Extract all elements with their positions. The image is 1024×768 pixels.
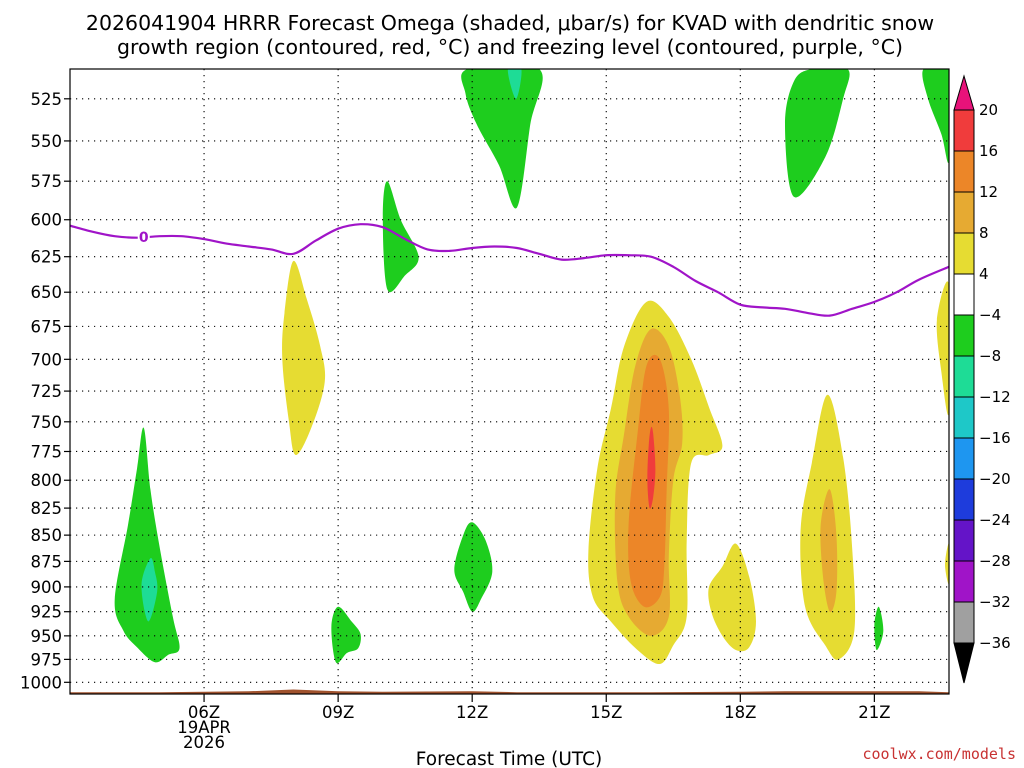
omega-region-10 — [282, 260, 326, 456]
colorbar-bin-10 — [954, 479, 974, 520]
x-axis-title: Forecast Time (UTC) — [416, 749, 602, 768]
colorbar-label-13: −36 — [979, 634, 1011, 652]
terrain-fill — [70, 689, 949, 694]
omega-shaded-layer — [114, 69, 949, 665]
freezing-level-label-bg — [137, 228, 150, 245]
colorbar-label-4: 4 — [979, 265, 989, 283]
colorbar-label-12: −32 — [979, 593, 1011, 611]
x-tick-label-6-line-0: 06Z — [188, 703, 220, 722]
terrain-layer — [70, 689, 949, 694]
y-tick-label-750: 750 — [31, 413, 63, 432]
colorbar-label-6: −8 — [979, 347, 1001, 365]
colorbar-label-3: 8 — [979, 224, 989, 242]
x-tick-label-18-line-0: 18Z — [724, 703, 756, 722]
colorbar-label-10: −24 — [979, 511, 1011, 529]
y-tick-label-625: 625 — [31, 248, 63, 267]
y-tick-label-850: 850 — [31, 526, 63, 545]
y-tick-label-525: 525 — [31, 90, 63, 109]
colorbar-bin-5 — [954, 274, 974, 315]
omega-region-7 — [785, 69, 850, 198]
colorbar-bin-7 — [954, 356, 974, 397]
omega-region-17 — [820, 489, 838, 613]
x-tick-label-6-line-1: 19APR — [177, 718, 231, 737]
y-tick-label-675: 675 — [31, 317, 63, 336]
y-tick-label-1000: 1000 — [20, 673, 62, 692]
y-tick-label-950: 950 — [31, 627, 63, 646]
colorbar-label-9: −20 — [979, 470, 1011, 488]
site-credit: coolwx.com/models — [862, 745, 1016, 763]
colorbar-label-0: 20 — [979, 101, 998, 119]
omega-region-18 — [936, 281, 949, 416]
omega-region-19 — [945, 543, 949, 585]
colorbar-bin-8 — [954, 397, 974, 438]
omega-region-5 — [461, 69, 543, 209]
x-tick-label-15-line-0: 15Z — [590, 703, 622, 722]
colorbar-label-8: −16 — [979, 429, 1011, 447]
colorbar-bin-3 — [954, 192, 974, 233]
plot-area: 0 — [69, 68, 950, 695]
y-tick-label-550: 550 — [31, 132, 63, 151]
y-tick-label-600: 600 — [31, 211, 63, 230]
freezing-level-layer: 0 — [70, 223, 949, 317]
freezing-level-label: 0 — [139, 230, 149, 246]
colorbar-label-5: −4 — [979, 306, 1001, 324]
x-tick-label-12-line-0: 12Z — [456, 703, 488, 722]
colorbar-bin-13 — [954, 602, 974, 643]
colorbar-label-1: 16 — [979, 142, 998, 160]
y-tick-label-825: 825 — [31, 499, 63, 518]
colorbar-bin-6 — [954, 315, 974, 356]
y-tick-label-800: 800 — [31, 471, 63, 490]
omega-region-4 — [454, 522, 493, 612]
omega-region-6 — [507, 69, 522, 99]
y-tick-label-575: 575 — [31, 172, 63, 191]
freezing-level-contour — [70, 223, 949, 317]
omega-region-14 — [647, 426, 656, 509]
omega-region-1 — [141, 557, 158, 622]
colorbar-label-2: 12 — [979, 183, 998, 201]
y-axis: 525 550 575 600 625 650 675 700 725 750 775 800 825 8… — [20, 90, 70, 692]
colorbar-bin-1 — [954, 110, 974, 151]
omega-region-15 — [708, 543, 756, 652]
colorbar-label-11: −28 — [979, 552, 1011, 570]
y-tick-label-900: 900 — [31, 578, 63, 597]
y-tick-label-725: 725 — [31, 382, 63, 401]
colorbar-bin-4 — [954, 233, 974, 274]
x-tick-label-21-line-0: 21Z — [858, 703, 890, 722]
plot-frame — [69, 68, 950, 695]
omega-region-9 — [874, 606, 884, 651]
x-tick-label-6-line-2: 2026 — [183, 733, 225, 752]
colorbar-bin-9 — [954, 438, 974, 479]
omega-region-8 — [922, 69, 949, 163]
gridlines — [70, 69, 949, 694]
colorbar-bin-11 — [954, 520, 974, 561]
chart-title-line-2: growth region (contoured, red, °C) and f… — [117, 35, 903, 59]
omega-region-2 — [331, 606, 361, 664]
y-tick-label-775: 775 — [31, 442, 63, 461]
colorbar-bin-12 — [954, 561, 974, 602]
y-tick-label-700: 700 — [31, 350, 63, 369]
colorbar: 20 16 12 8 4 −4 −8 −12 −16 −20 −24 −28 −32 −36 — [953, 74, 1011, 684]
x-tick-label-9-line-0: 09Z — [322, 703, 354, 722]
chart-title-line-1: 2026041904 HRRR Forecast Omega (shaded, … — [86, 11, 934, 35]
y-tick-label-925: 925 — [31, 603, 63, 622]
omega-region-0 — [114, 427, 180, 663]
colorbar-label-7: −12 — [979, 388, 1011, 406]
y-tick-label-975: 975 — [31, 650, 63, 669]
y-tick-label-875: 875 — [31, 552, 63, 571]
y-tick-label-650: 650 — [31, 283, 63, 302]
colorbar-bin-2 — [954, 151, 974, 192]
